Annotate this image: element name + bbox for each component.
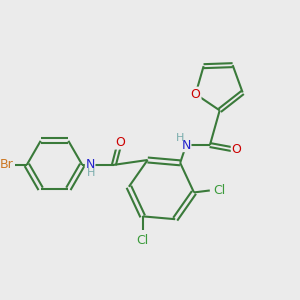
Text: O: O bbox=[232, 143, 242, 157]
Text: N: N bbox=[85, 158, 95, 171]
Text: O: O bbox=[190, 88, 200, 100]
Text: Cl: Cl bbox=[136, 234, 149, 247]
Text: H: H bbox=[176, 133, 184, 143]
Text: H: H bbox=[87, 168, 95, 178]
Text: N: N bbox=[182, 139, 191, 152]
Text: O: O bbox=[115, 136, 125, 148]
Text: Br: Br bbox=[0, 158, 14, 171]
Text: Cl: Cl bbox=[214, 184, 226, 197]
